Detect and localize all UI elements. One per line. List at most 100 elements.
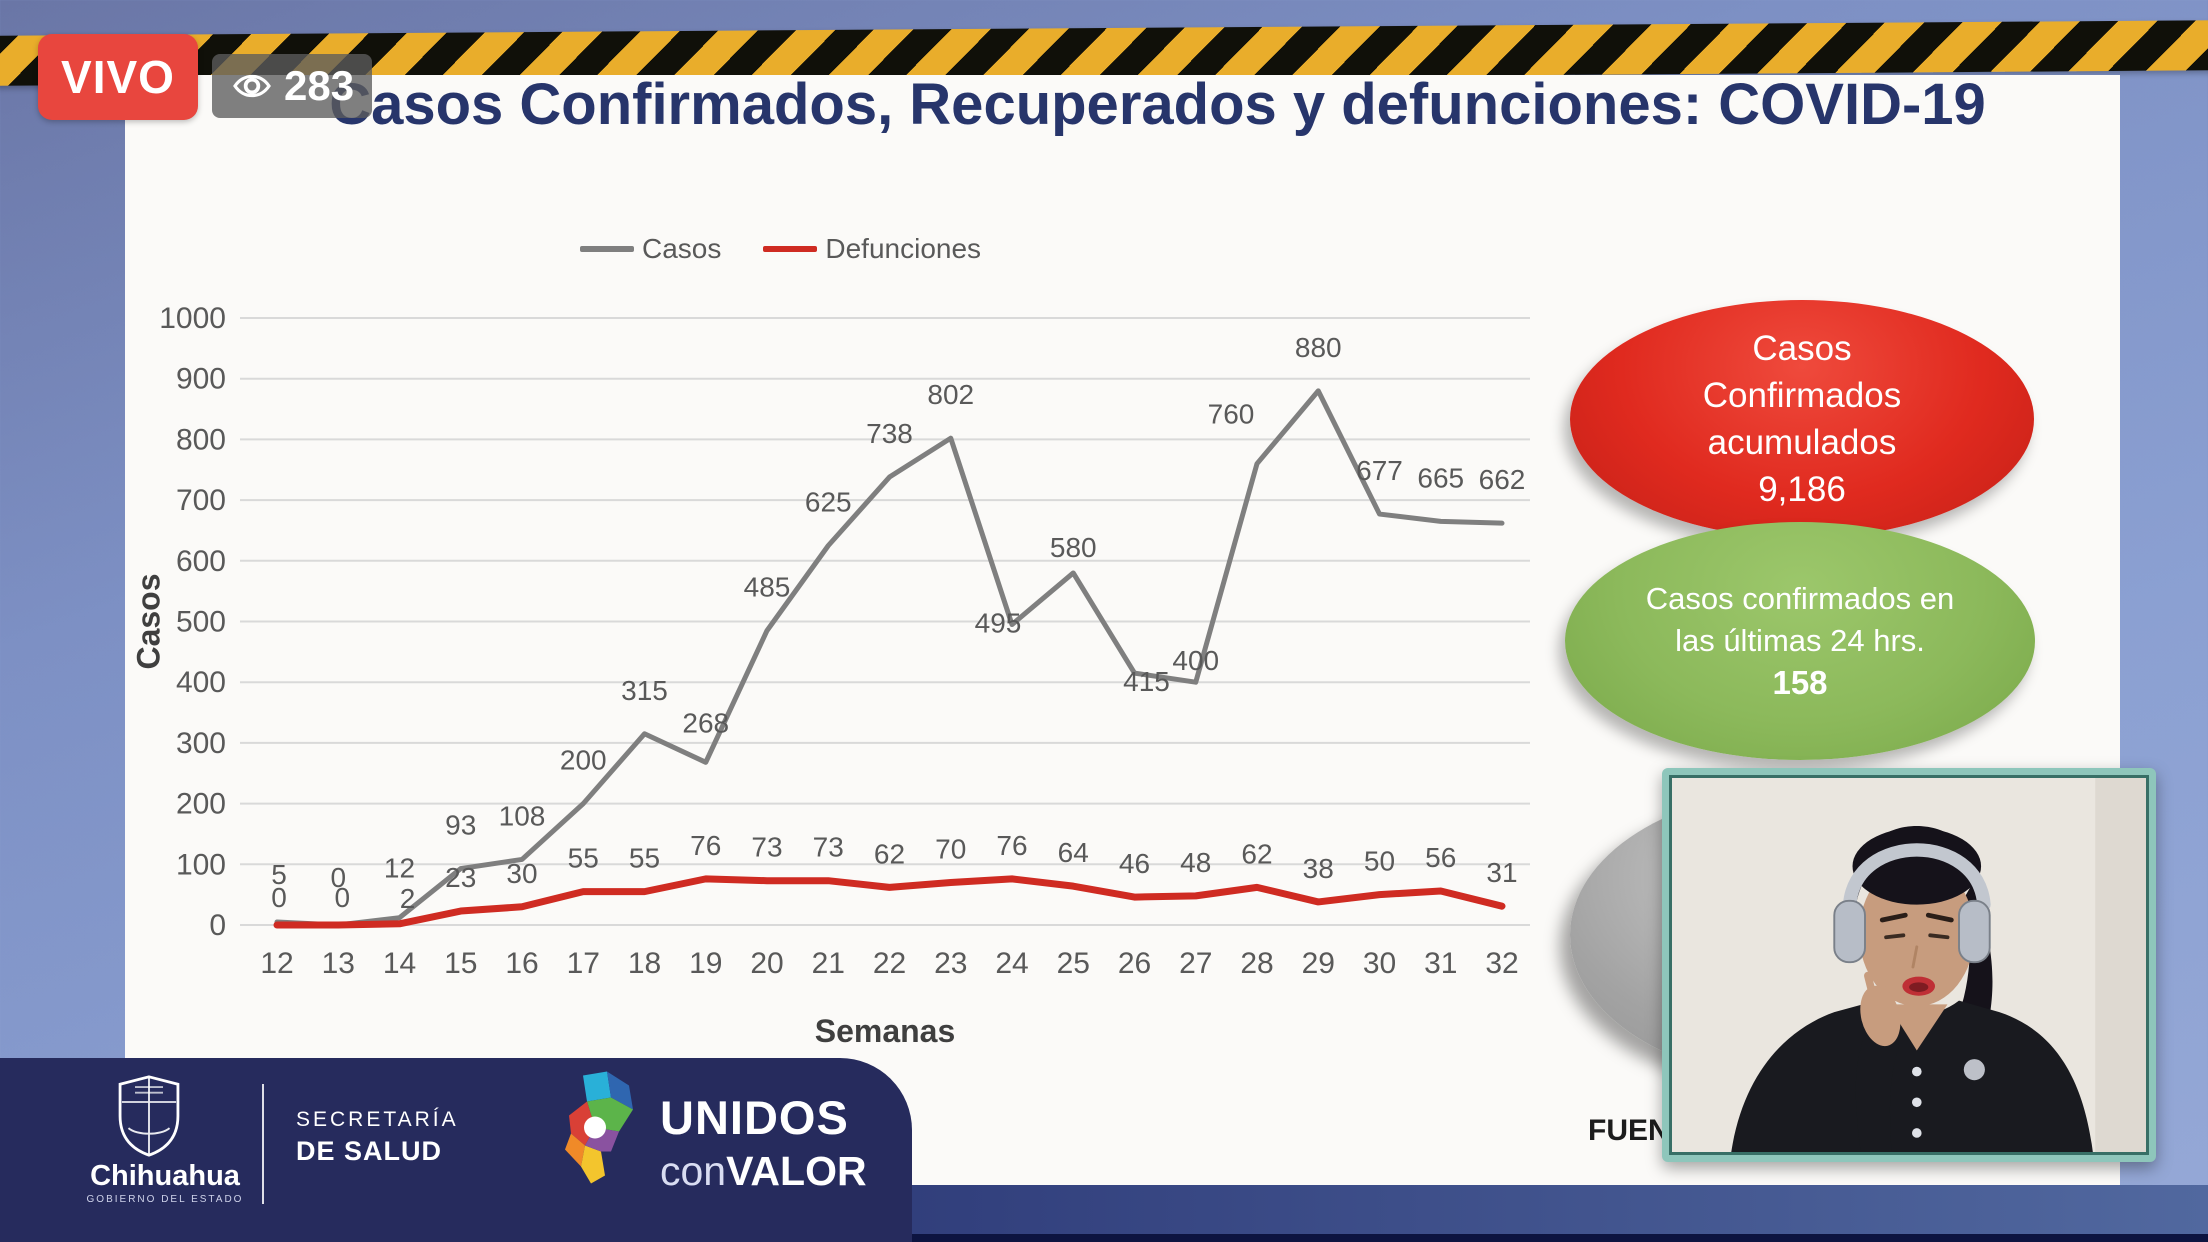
stat-accumulated-cases: Casos Confirmados acumulados 9,186	[1570, 300, 2034, 538]
source-label: FUENT	[1588, 1114, 1666, 1147]
chart-legend: Casos Defunciones	[580, 233, 981, 265]
x-tick-label: 17	[567, 947, 600, 980]
defunciones-data-label: 56	[1425, 842, 1456, 873]
casos-data-label: 12	[384, 853, 415, 884]
y-tick-label: 200	[176, 788, 226, 821]
stat-accumulated-line1: Casos	[1752, 329, 1852, 368]
y-axis-title: Casos	[130, 573, 167, 670]
y-tick-label: 0	[209, 909, 226, 942]
casos-data-label: 738	[866, 418, 913, 449]
defunciones-data-label: 30	[506, 858, 537, 889]
y-tick-label: 500	[176, 606, 226, 639]
live-badge: VIVO	[38, 34, 198, 120]
legend-label-casos: Casos	[642, 233, 722, 264]
x-tick-label: 18	[628, 947, 661, 980]
casos-data-label: 485	[744, 572, 791, 603]
casos-data-label: 315	[621, 675, 668, 706]
x-tick-label: 22	[873, 947, 906, 980]
y-tick-label: 700	[176, 484, 226, 517]
casos-data-label: 580	[1050, 532, 1097, 563]
eye-icon	[230, 69, 274, 103]
chihuahua-map-logo	[545, 1070, 645, 1203]
brand-campaign-con: con	[660, 1148, 727, 1194]
x-tick-label: 16	[505, 947, 538, 980]
brand-dept-line2: DE SALUD	[296, 1136, 443, 1166]
defunciones-line	[273, 875, 1506, 929]
stat-last24h-value: 158	[1772, 664, 1828, 701]
casos-data-label: 93	[445, 810, 476, 841]
viewer-count: 283	[284, 62, 355, 109]
x-tick-label: 28	[1240, 947, 1273, 980]
x-tick-label: 24	[995, 947, 1028, 980]
casos-data-label: 665	[1417, 462, 1464, 493]
legend-item-defunciones: Defunciones	[763, 233, 981, 265]
x-axis-title: Semanas	[814, 1013, 956, 1049]
defunciones-data-label: 48	[1180, 847, 1211, 878]
defunciones-data-label: 73	[813, 832, 844, 863]
casos-data-label: 625	[805, 487, 852, 518]
y-tick-label: 1000	[159, 302, 226, 335]
casos-data-label: 880	[1295, 332, 1342, 363]
x-tick-label: 26	[1118, 947, 1151, 980]
defunciones-data-label: 55	[568, 843, 599, 874]
defunciones-data-label: 0	[271, 882, 287, 913]
defunciones-data-label: 70	[935, 834, 966, 865]
stat-accumulated-line2: Confirmados	[1702, 376, 1902, 415]
brand-campaign-valor: VALOR	[726, 1148, 867, 1194]
x-tick-label: 30	[1363, 947, 1396, 980]
defunciones-data-label: 50	[1364, 846, 1395, 877]
defunciones-data-label: 38	[1303, 853, 1334, 884]
defunciones-data-label: 46	[1119, 848, 1150, 879]
interpreter-video-frame	[1669, 775, 2149, 1155]
x-tick-label: 20	[750, 947, 783, 980]
x-tick-label: 27	[1179, 947, 1212, 980]
chihuahua-shield-logo	[116, 1074, 182, 1163]
casos-line	[274, 388, 1505, 928]
stat-last24h-line2: las últimas 24 hrs.	[1675, 623, 1925, 658]
defunciones-data-label: 55	[629, 843, 660, 874]
brand-state-subtitle: GOBIERNO DEL ESTADO	[86, 1194, 244, 1205]
viewer-count-badge: 283	[212, 54, 373, 118]
x-tick-label: 32	[1485, 947, 1518, 980]
y-tick-label: 800	[176, 423, 226, 456]
interpreter-person	[1675, 778, 2146, 1152]
defunciones-data-label: 23	[445, 862, 476, 893]
stat-accumulated-value: 9,186	[1758, 470, 1846, 509]
brand-dept-line1: SECRETARÍA	[296, 1108, 459, 1131]
y-tick-label: 600	[176, 545, 226, 578]
defunciones-line-swatch	[763, 246, 818, 252]
defunciones-data-label: 0	[334, 882, 350, 913]
stat-accumulated-line3: acumulados	[1707, 423, 1897, 462]
legend-label-defunciones: Defunciones	[825, 233, 982, 264]
y-tick-label: 100	[176, 848, 226, 881]
x-tick-label: 19	[689, 947, 722, 980]
slide-title: Casos Confirmados, Recuperados y defunci…	[329, 72, 1986, 137]
stat-last24h-line1: Casos confirmados en	[1645, 581, 1955, 616]
interpreter-video-overlay	[1662, 768, 2156, 1162]
casos-data-label: 0	[330, 862, 346, 893]
casos-data-label: 268	[682, 707, 729, 738]
footer-banner: Chihuahua GOBIERNO DEL ESTADO SECRETARÍA…	[0, 1058, 912, 1242]
defunciones-data-label: 62	[1241, 838, 1272, 869]
x-tick-label: 31	[1424, 947, 1457, 980]
casos-data-label: 400	[1172, 645, 1219, 676]
casos-data-label: 760	[1208, 399, 1255, 430]
y-tick-label: 900	[176, 363, 226, 396]
defunciones-data-label: 76	[690, 830, 721, 861]
x-tick-label: 15	[444, 947, 477, 980]
defunciones-data-label: 76	[996, 830, 1027, 861]
defunciones-data-label: 73	[751, 832, 782, 863]
defunciones-data-label: 62	[874, 838, 905, 869]
brand-state-name: Chihuahua	[90, 1160, 240, 1192]
footer-divider	[262, 1084, 264, 1204]
x-tick-label: 13	[322, 947, 355, 980]
casos-data-label: 802	[927, 379, 974, 410]
live-badge-label: VIVO	[61, 51, 175, 103]
stat-last24h-cases: Casos confirmados en las últimas 24 hrs.…	[1565, 522, 2035, 760]
casos-data-label: 662	[1479, 464, 1526, 495]
x-tick-label: 21	[812, 947, 845, 980]
x-tick-label: 25	[1057, 947, 1090, 980]
y-tick-label: 300	[176, 727, 226, 760]
presentation-slide: Casos Confirmados, Recuperados y defunci…	[125, 72, 2120, 1185]
